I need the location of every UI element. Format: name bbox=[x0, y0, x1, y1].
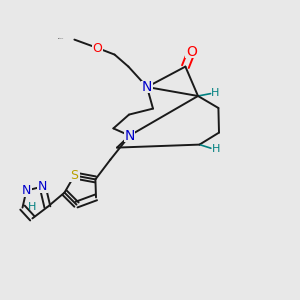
Text: S: S bbox=[70, 169, 78, 182]
FancyBboxPatch shape bbox=[124, 129, 135, 142]
FancyBboxPatch shape bbox=[185, 45, 197, 58]
Text: N: N bbox=[22, 184, 31, 197]
FancyBboxPatch shape bbox=[69, 169, 80, 181]
Text: H: H bbox=[211, 88, 220, 98]
Text: N: N bbox=[142, 80, 152, 94]
Text: O: O bbox=[93, 41, 102, 55]
Text: H: H bbox=[28, 202, 36, 212]
FancyBboxPatch shape bbox=[141, 81, 153, 93]
Text: methoxy: methoxy bbox=[58, 38, 64, 39]
FancyBboxPatch shape bbox=[37, 181, 48, 193]
Text: H: H bbox=[212, 144, 220, 154]
FancyBboxPatch shape bbox=[92, 42, 103, 54]
Text: N: N bbox=[124, 129, 135, 142]
FancyBboxPatch shape bbox=[21, 184, 32, 196]
Text: N: N bbox=[38, 180, 47, 193]
Text: O: O bbox=[186, 45, 197, 58]
